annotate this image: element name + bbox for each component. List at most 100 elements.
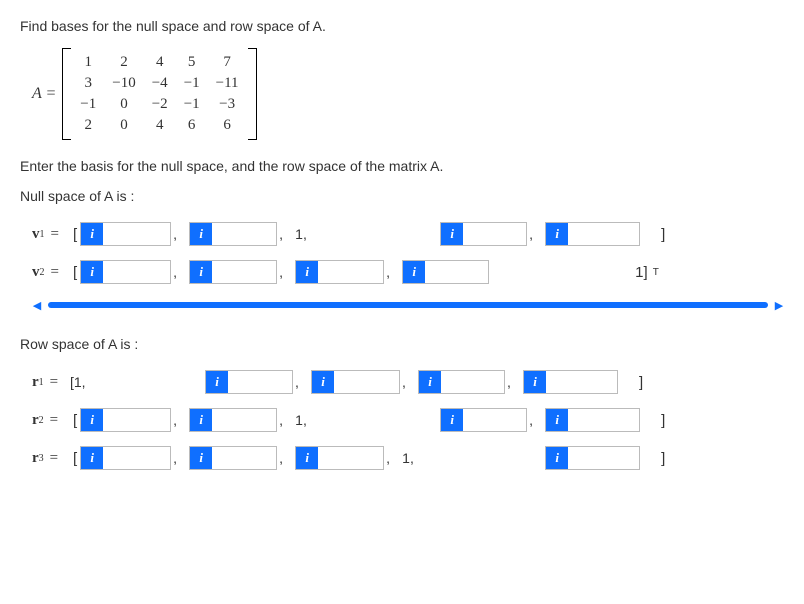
- matrix-cell: 0: [104, 115, 143, 136]
- separator: ,: [173, 226, 177, 242]
- answer-input-group: i: [418, 370, 505, 394]
- vector-label: v2=: [20, 264, 70, 281]
- info-icon[interactable]: i: [81, 223, 103, 245]
- info-icon[interactable]: i: [81, 261, 103, 283]
- answer-input[interactable]: [441, 371, 504, 393]
- separator: ,: [279, 450, 283, 466]
- answer-input[interactable]: [568, 409, 639, 431]
- vector-v1-row: v1=[i,i,1,i,i]: [20, 222, 784, 246]
- answer-input[interactable]: [212, 409, 276, 431]
- scroll-track[interactable]: [48, 302, 768, 308]
- answer-input[interactable]: [318, 261, 383, 283]
- separator: ,: [529, 226, 533, 242]
- matrix-cell: 4: [144, 115, 176, 136]
- close-bracket: 1]: [635, 264, 648, 281]
- instruction-text: Enter the basis for the null space, and …: [20, 158, 784, 174]
- separator: ,: [173, 412, 177, 428]
- matrix-cell: −2: [144, 94, 176, 115]
- answer-input[interactable]: [212, 261, 276, 283]
- separator: ,: [386, 264, 390, 280]
- matrix-label: A =: [32, 85, 56, 103]
- vector-label: r3=: [20, 450, 70, 467]
- answer-input-group: i: [440, 222, 527, 246]
- row-space-label: Row space of A is :: [20, 336, 784, 352]
- answer-input-group: i: [80, 408, 171, 432]
- close-bracket: ]: [661, 450, 665, 467]
- answer-input[interactable]: [568, 223, 639, 245]
- info-icon[interactable]: i: [296, 261, 318, 283]
- answer-input-group: i: [545, 222, 640, 246]
- matrix-brackets: 124573−10−4−1−11−10−2−1−320466: [62, 48, 256, 140]
- vector-label: r1=: [20, 374, 70, 391]
- matrix-cell: −1: [72, 94, 104, 115]
- separator: ,: [279, 226, 283, 242]
- info-icon[interactable]: i: [81, 409, 103, 431]
- horizontal-scrollbar[interactable]: ◀ ▶: [32, 298, 784, 312]
- separator: ,: [173, 264, 177, 280]
- answer-input-group: i: [80, 446, 171, 470]
- open-bracket: [: [73, 226, 77, 243]
- info-icon[interactable]: i: [524, 371, 546, 393]
- separator: ,: [173, 450, 177, 466]
- separator: ,: [507, 374, 511, 390]
- answer-input-group: i: [80, 260, 171, 284]
- separator: ,: [279, 264, 283, 280]
- answer-input[interactable]: [568, 447, 639, 469]
- answer-input-group: i: [189, 446, 277, 470]
- info-icon[interactable]: i: [419, 371, 441, 393]
- info-icon[interactable]: i: [190, 223, 212, 245]
- scroll-right-icon[interactable]: ▶: [774, 300, 784, 310]
- answer-input[interactable]: [546, 371, 617, 393]
- info-icon[interactable]: i: [441, 409, 463, 431]
- info-icon[interactable]: i: [546, 447, 568, 469]
- answer-input-group: i: [189, 408, 277, 432]
- vector-v2-row: v2=[i,i,i,i1]T: [20, 260, 784, 284]
- answer-input[interactable]: [463, 409, 526, 431]
- answer-input[interactable]: [334, 371, 399, 393]
- info-icon[interactable]: i: [190, 261, 212, 283]
- info-icon[interactable]: i: [296, 447, 318, 469]
- answer-input-group: i: [440, 408, 527, 432]
- answer-input[interactable]: [103, 261, 170, 283]
- answer-input-group: i: [189, 222, 277, 246]
- matrix-cell: 6: [176, 115, 208, 136]
- matrix-cell: 4: [144, 52, 176, 73]
- matrix-cell: −10: [104, 73, 143, 94]
- info-icon[interactable]: i: [190, 409, 212, 431]
- info-icon[interactable]: i: [81, 447, 103, 469]
- info-icon[interactable]: i: [312, 371, 334, 393]
- info-icon[interactable]: i: [206, 371, 228, 393]
- answer-input[interactable]: [212, 223, 276, 245]
- answer-input-group: i: [402, 260, 489, 284]
- open-bracket: [: [73, 264, 77, 281]
- matrix-cell: 6: [208, 115, 247, 136]
- info-icon[interactable]: i: [403, 261, 425, 283]
- separator: ,: [402, 374, 406, 390]
- vector-label: v1=: [20, 226, 70, 243]
- matrix-cell: −4: [144, 73, 176, 94]
- separator: ,: [279, 412, 283, 428]
- answer-input[interactable]: [228, 371, 292, 393]
- info-icon[interactable]: i: [441, 223, 463, 245]
- null-space-label: Null space of A is :: [20, 188, 784, 204]
- answer-input[interactable]: [103, 409, 170, 431]
- answer-input[interactable]: [103, 447, 170, 469]
- scroll-left-icon[interactable]: ◀: [32, 300, 42, 310]
- matrix-cell: 2: [72, 115, 104, 136]
- answer-input[interactable]: [103, 223, 170, 245]
- transpose-sup: T: [653, 267, 659, 278]
- answer-input[interactable]: [318, 447, 383, 469]
- info-icon[interactable]: i: [190, 447, 212, 469]
- answer-input[interactable]: [463, 223, 526, 245]
- answer-input-group: i: [295, 260, 384, 284]
- info-icon[interactable]: i: [546, 409, 568, 431]
- answer-input[interactable]: [212, 447, 276, 469]
- matrix-cell: −1: [176, 94, 208, 115]
- answer-input-group: i: [311, 370, 400, 394]
- fixed-value: 1,: [295, 412, 311, 428]
- answer-input-group: i: [189, 260, 277, 284]
- answer-input-group: i: [205, 370, 293, 394]
- info-icon[interactable]: i: [546, 223, 568, 245]
- matrix-cell: 3: [72, 73, 104, 94]
- answer-input[interactable]: [425, 261, 488, 283]
